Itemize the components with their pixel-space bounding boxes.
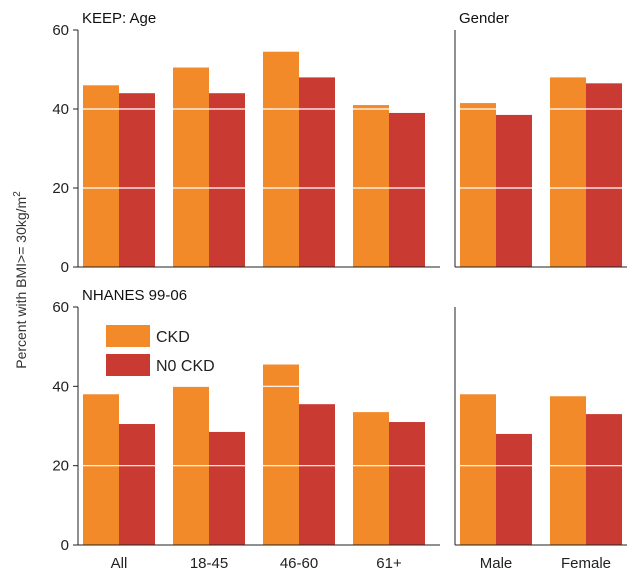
category-label: Female	[561, 555, 611, 572]
bar-ckd-female	[550, 396, 586, 545]
bar-n0-ckd-all	[119, 424, 155, 545]
category-label: 18-45	[190, 555, 228, 572]
y-tick-label: 40	[52, 101, 69, 118]
bar-n0-ckd-all	[119, 93, 155, 267]
bar-n0-ckd-1845	[209, 93, 245, 267]
bar-ckd-all	[83, 394, 119, 545]
legend-label-1: CKD	[156, 329, 190, 346]
bar-ckd-all	[83, 85, 119, 267]
y-axis-title: Percent with BMI>= 30kg/m2	[12, 191, 29, 369]
y-tick-label: 60	[52, 22, 69, 39]
panel-3: All 18-45 46-60 61+ 0 20 40 60 NHANES 99-06	[52, 287, 440, 572]
legend-swatch-2	[106, 354, 150, 376]
panel-title: NHANES 99-06	[82, 287, 187, 304]
legend: CKD N0 CKD	[106, 325, 215, 376]
y-tick-label: 60	[52, 299, 69, 316]
bar-n0-ckd-4660	[299, 404, 335, 545]
y-tick-label: 0	[61, 259, 69, 276]
bar-n0-ckd-female	[586, 414, 622, 545]
bar-ckd-61	[353, 105, 389, 267]
panel-2: Gender	[454, 10, 627, 268]
bar-ckd-4660	[263, 364, 299, 545]
bar-n0-ckd-male	[496, 433, 532, 545]
bar-n0-ckd-male	[496, 114, 532, 267]
category-label: 61+	[376, 555, 402, 572]
bar-ckd-4660	[263, 51, 299, 267]
bar-n0-ckd-1845	[209, 431, 245, 545]
y-tick-label: 20	[52, 458, 69, 475]
y-tick-label: 40	[52, 378, 69, 395]
y-axis-label: Percent with BMI>= 30kg/m2	[12, 191, 29, 369]
panel-title: KEEP: Age	[82, 10, 156, 27]
y-tick-label: 0	[61, 537, 69, 554]
bar-ckd-61	[353, 412, 389, 545]
bar-n0-ckd-61	[389, 112, 425, 267]
category-label: All	[111, 555, 128, 572]
chart-panels: 0 20 40 60 KEEP: Age Gender All 18-45 46-60 61+ 0 2…	[52, 10, 627, 572]
bar-ckd-male	[460, 394, 496, 545]
y-tick-label: 20	[52, 180, 69, 197]
bar-ckd-female	[550, 77, 586, 268]
bar-n0-ckd-4660	[299, 77, 335, 268]
legend-label-2: N0 CKD	[156, 358, 215, 375]
category-label: Male	[480, 555, 513, 572]
bar-ckd-male	[460, 103, 496, 267]
legend-swatch-1	[106, 325, 150, 347]
panel-title: Gender	[459, 10, 509, 27]
category-label: 46-60	[280, 555, 318, 572]
bar-ckd-1845	[173, 67, 209, 268]
bar-n0-ckd-female	[586, 83, 622, 267]
panel-4: Male Female	[454, 307, 627, 572]
panel-1: 0 20 40 60 KEEP: Age	[52, 10, 440, 276]
bar-n0-ckd-61	[389, 422, 425, 545]
